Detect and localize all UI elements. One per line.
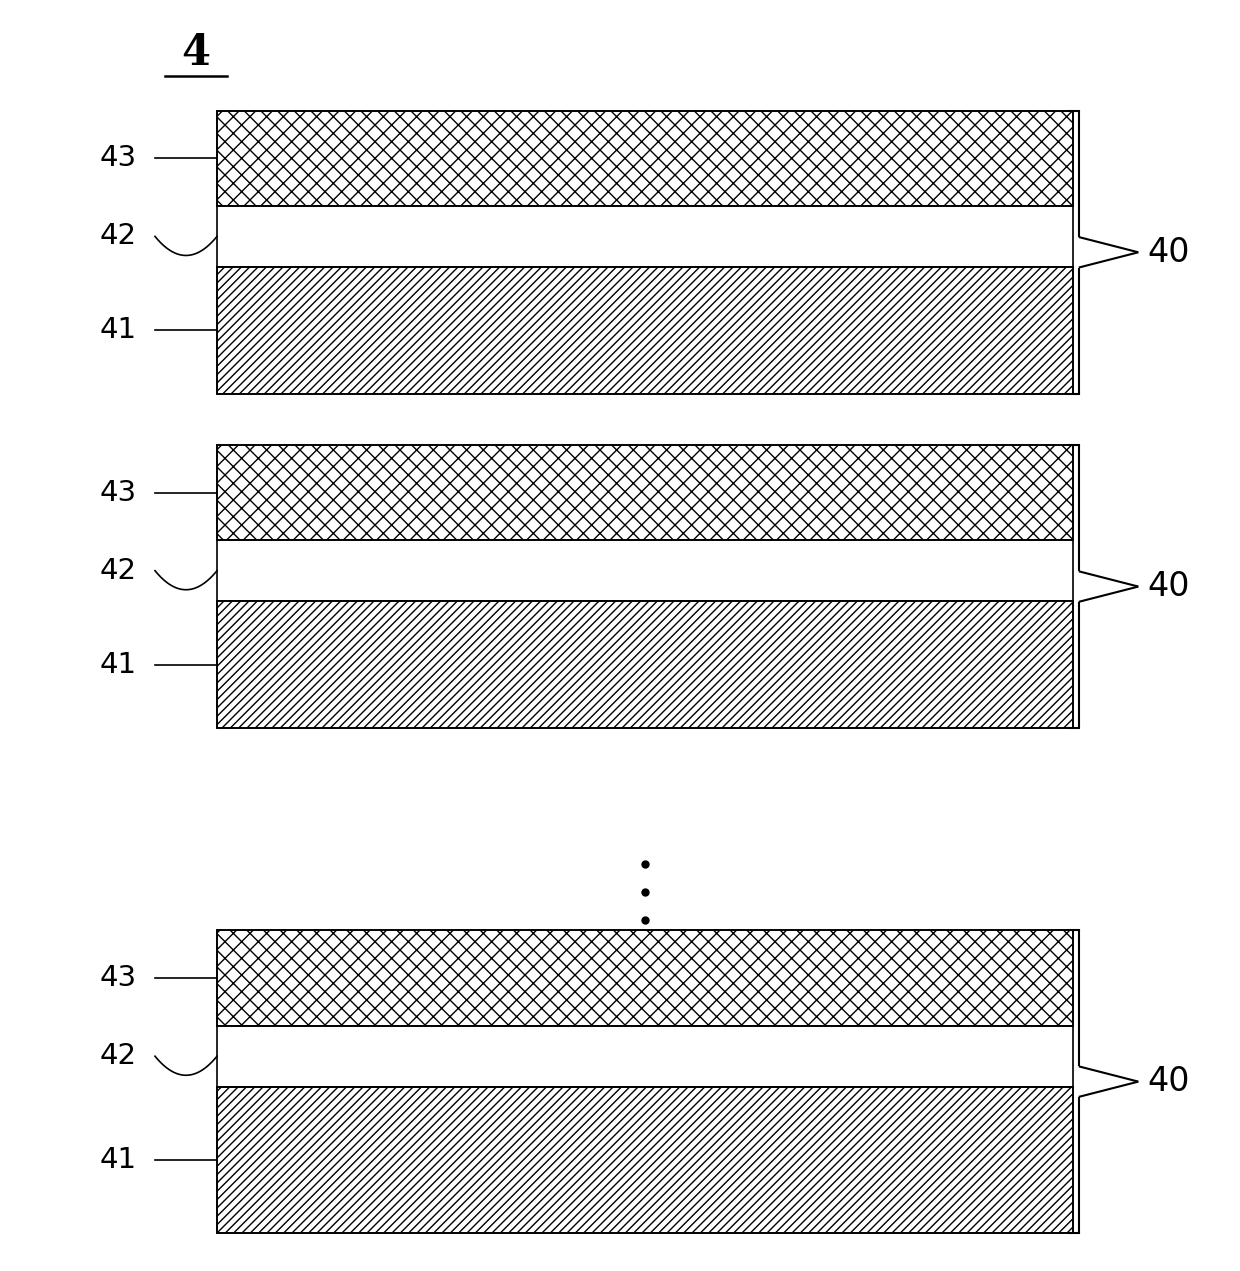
Bar (217, 267, 1073, 394)
Bar (217, 445, 1073, 540)
Text: 43: 43 (99, 478, 136, 507)
Text: 41: 41 (99, 1145, 136, 1174)
Bar (217, 1087, 1073, 1233)
Text: 42: 42 (99, 1042, 136, 1070)
Text: 40: 40 (1147, 236, 1189, 268)
Bar (217, 267, 1073, 394)
Bar (217, 111, 1073, 206)
Text: 40: 40 (1147, 571, 1189, 602)
Text: 42: 42 (99, 557, 136, 585)
Text: 4: 4 (181, 32, 211, 75)
Bar (217, 601, 1073, 728)
Bar (217, 930, 1073, 1026)
Text: 43: 43 (99, 963, 136, 993)
Bar (217, 206, 1073, 267)
Bar (217, 540, 1073, 601)
Bar (217, 601, 1073, 728)
Bar (217, 1026, 1073, 1087)
Bar (217, 445, 1073, 540)
Text: 41: 41 (99, 651, 136, 679)
Bar (217, 111, 1073, 206)
Text: 41: 41 (99, 316, 136, 344)
Text: 42: 42 (99, 222, 136, 250)
Text: 43: 43 (99, 144, 136, 173)
Bar (217, 1087, 1073, 1233)
Text: 40: 40 (1147, 1065, 1189, 1098)
Bar (217, 930, 1073, 1026)
